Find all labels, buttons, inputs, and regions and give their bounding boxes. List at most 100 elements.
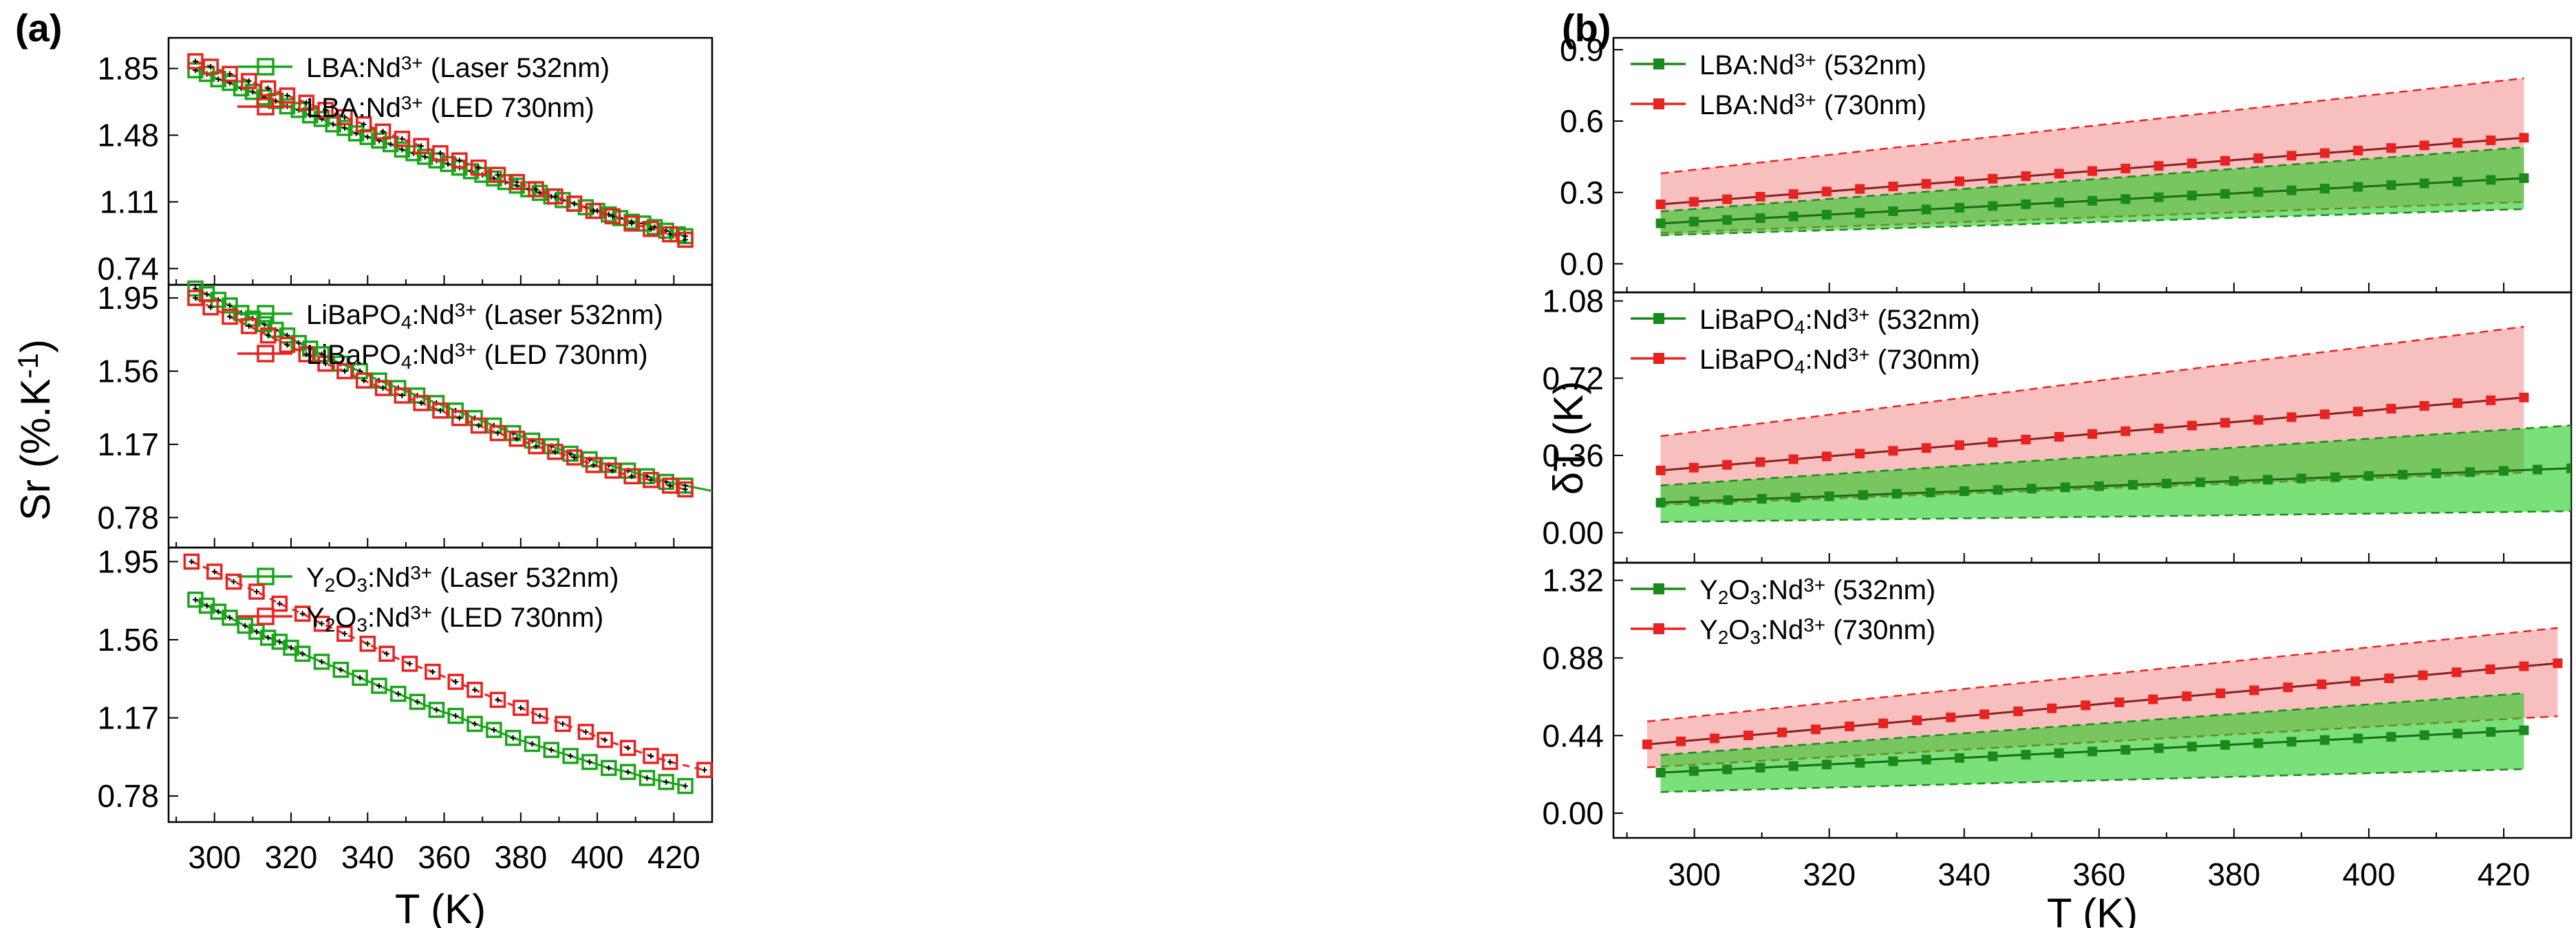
- band-lower-edge: [1660, 510, 2571, 523]
- data-point-cross: [277, 638, 283, 645]
- y-tick-label: 0.36: [1542, 438, 1604, 473]
- data-point-marker: [1954, 753, 1964, 763]
- data-point-marker: [1959, 486, 1969, 497]
- data-point-marker: [2498, 466, 2509, 476]
- data-point-marker: [2253, 738, 2264, 748]
- legend-label: LBA:Nd3+ (Laser 532nm): [306, 52, 610, 83]
- data-point-marker: [489, 691, 506, 709]
- confidence-band: [1660, 425, 2571, 522]
- data-point-marker: [2081, 700, 2091, 711]
- data-point-marker: [577, 724, 594, 740]
- data-point-marker: [2054, 748, 2064, 758]
- data-point-marker: [317, 102, 334, 118]
- data-point-marker: [662, 226, 678, 243]
- data-point-marker: [619, 462, 636, 479]
- data-point-marker: [447, 673, 464, 690]
- data-point-marker: [1688, 766, 1699, 776]
- data-point-marker: [2121, 744, 2131, 755]
- data-point-marker: [2187, 742, 2197, 752]
- data-point-marker: [2253, 415, 2264, 425]
- data-point-marker: [2452, 138, 2462, 148]
- data-point-cross: [445, 161, 451, 167]
- data-point-marker: [555, 715, 571, 733]
- x-axis-title: T (K): [2047, 890, 2138, 928]
- data-point-marker: [2397, 470, 2407, 480]
- data-point-cross: [384, 651, 390, 657]
- data-point-marker: [1845, 721, 1855, 731]
- data-point-marker: [451, 152, 468, 169]
- data-point-marker: [241, 73, 257, 89]
- data-point-marker: [2353, 733, 2363, 744]
- legend-marker: [257, 98, 275, 116]
- x-tick-label: 400: [571, 839, 624, 875]
- y-tick-label: 1.08: [1542, 283, 1604, 319]
- legend-label: Y2O3:Nd3+ (LED 730nm): [306, 602, 603, 636]
- data-point-cross: [265, 85, 271, 91]
- data-point-marker: [531, 707, 548, 724]
- legend-label: LiBaPO4:Nd3+ (730nm): [1699, 344, 1980, 378]
- data-point-marker: [2451, 667, 2462, 678]
- data-point-marker: [1722, 215, 1732, 225]
- data-point-marker: [451, 409, 468, 427]
- data-point-marker: [2148, 694, 2158, 704]
- data-point-cross: [510, 735, 516, 741]
- data-point-marker: [1689, 496, 1699, 506]
- data-point-marker: [658, 774, 674, 790]
- data-point-marker: [202, 58, 219, 75]
- data-point-marker: [336, 120, 353, 136]
- data-point-marker: [187, 53, 204, 69]
- data-point-marker: [2353, 182, 2363, 192]
- y-tick-label: 1.32: [1542, 563, 1604, 598]
- data-point-cross: [629, 220, 635, 226]
- data-point-marker: [2114, 697, 2125, 707]
- data-point-marker: [623, 215, 640, 232]
- data-point-marker: [244, 83, 261, 100]
- x-axis-title: T (K): [395, 886, 486, 928]
- data-point-cross: [422, 153, 428, 160]
- data-point-cross: [590, 462, 597, 468]
- data-point-marker: [1888, 756, 1898, 766]
- data-point-marker: [2060, 482, 2070, 493]
- data-point-cross: [644, 473, 650, 479]
- data-point-marker: [352, 669, 368, 687]
- y-tick-label: 0.78: [97, 499, 159, 535]
- data-point-marker: [432, 144, 449, 162]
- legend-marker: [257, 345, 275, 363]
- data-point-marker: [2465, 467, 2475, 477]
- data-point-cross: [303, 100, 310, 106]
- data-point-marker: [1655, 218, 1666, 228]
- x-tick-label: 340: [341, 839, 394, 875]
- data-point-marker: [1788, 761, 1799, 771]
- data-point-marker: [1655, 465, 1666, 475]
- data-point-marker: [1954, 202, 1964, 213]
- data-point-marker: [2363, 471, 2374, 481]
- data-point-cross: [560, 721, 566, 727]
- y-tick-label: 1.85: [97, 51, 159, 87]
- data-point-marker: [601, 457, 617, 473]
- data-point-marker: [222, 609, 238, 626]
- data-point-marker: [662, 477, 678, 494]
- data-point-cross: [583, 729, 589, 735]
- legend-label: LiBaPO4:Nd3+ (LED 730nm): [306, 339, 648, 373]
- data-point-marker: [390, 685, 407, 702]
- data-point-marker: [2519, 725, 2529, 735]
- data-point-cross: [418, 400, 425, 406]
- data-point-cross: [399, 147, 405, 153]
- legend-marker: [1653, 58, 1664, 69]
- legend-marker: [1653, 583, 1664, 594]
- data-point-cross: [380, 385, 386, 391]
- data-point-marker: [566, 195, 583, 212]
- data-point-cross: [215, 609, 222, 615]
- data-point-cross: [341, 631, 347, 637]
- data-point-marker: [2187, 420, 2197, 431]
- chart-a-sensitivity: 300 320 340 360 380 400 420 T (K) Sr (%.K-1) 0.74…: [12, 36, 713, 928]
- data-point-marker: [1921, 443, 1931, 453]
- legend-marker: [1653, 313, 1664, 324]
- data-point-marker: [279, 336, 296, 354]
- data-point-marker: [585, 457, 602, 473]
- data-point-cross: [663, 779, 669, 785]
- data-point-marker: [646, 219, 663, 235]
- data-point-marker: [470, 417, 487, 434]
- data-point-marker: [466, 715, 483, 733]
- data-point-marker: [355, 116, 372, 133]
